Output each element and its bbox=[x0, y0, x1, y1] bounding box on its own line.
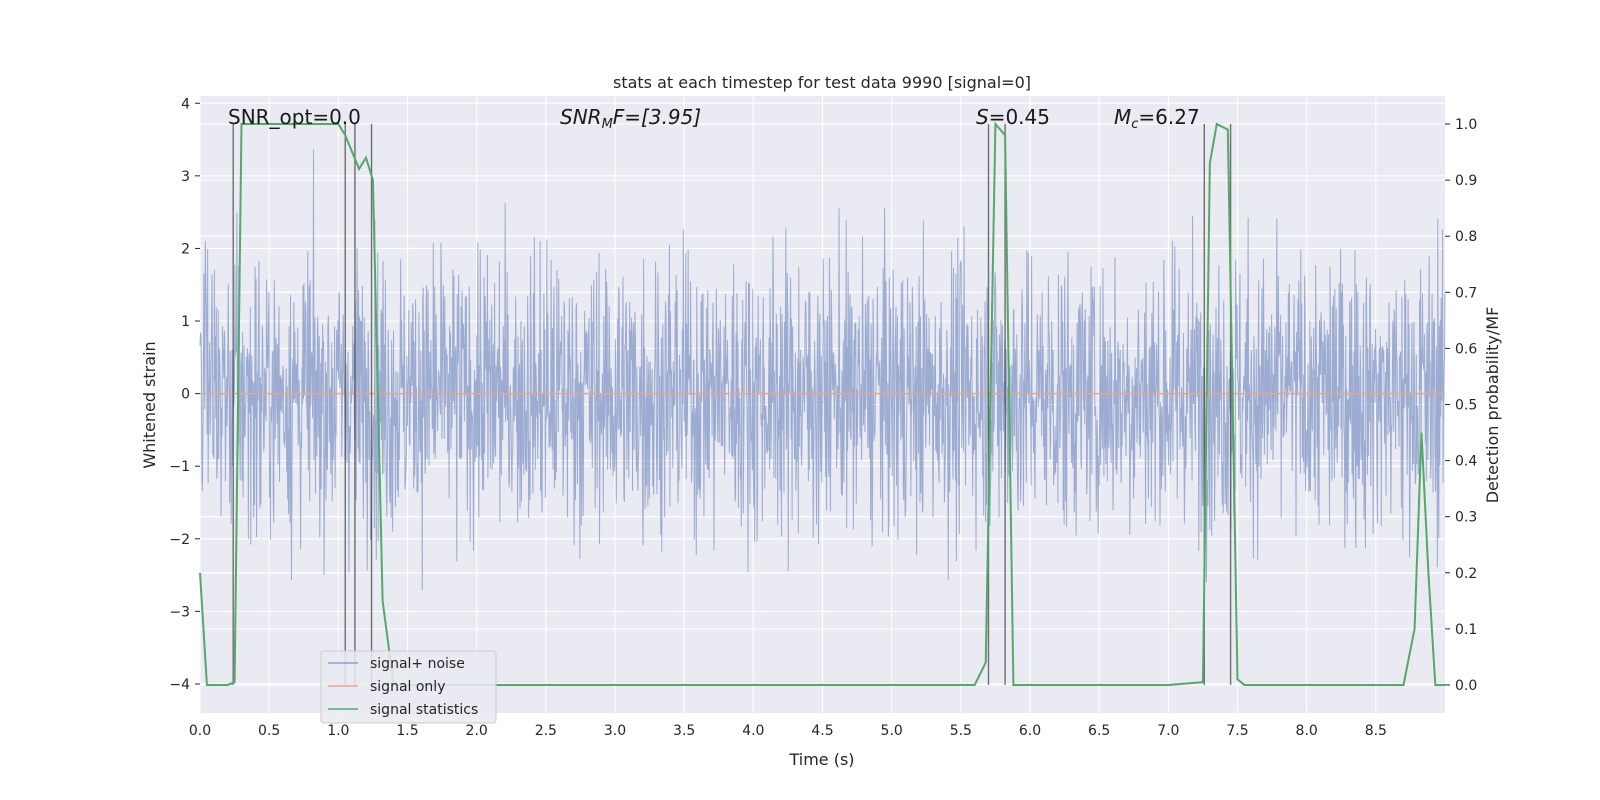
x-tick-label: 3.5 bbox=[673, 723, 695, 739]
signal-statistics-line bbox=[199, 121, 1445, 686]
x-tick-label: 0.5 bbox=[258, 723, 280, 739]
annotation-mc-tail: =6.27 bbox=[1138, 105, 1199, 129]
x-tick-label: 2.0 bbox=[466, 723, 488, 739]
signal-plus-noise-line bbox=[199, 149, 1446, 591]
x-axis-label: Time (s) bbox=[788, 750, 854, 769]
y-tick-label-left: 2 bbox=[181, 241, 190, 257]
x-tick-label: 6.5 bbox=[1088, 723, 1110, 739]
y-tick-label-right: 0.3 bbox=[1455, 510, 1477, 526]
x-tick-label: 8.0 bbox=[1296, 723, 1318, 739]
y-tick-label-right: 0.9 bbox=[1455, 173, 1477, 189]
y-tick-label-right: 0.4 bbox=[1455, 454, 1477, 470]
annotation-snr-mf-tail: F=[3.95] bbox=[613, 105, 701, 129]
y-tick-label-right: 0.5 bbox=[1455, 398, 1477, 414]
y-tick-label-left: 0 bbox=[181, 387, 190, 403]
legend-box bbox=[320, 650, 497, 724]
annotation-mc: Mc=6.27 bbox=[1114, 105, 1200, 132]
x-tick-label: 5.0 bbox=[881, 723, 903, 739]
y-tick-label-right: 0.7 bbox=[1455, 285, 1477, 301]
y-tick-label-left: 1 bbox=[181, 314, 190, 330]
series-signal-statistics bbox=[199, 121, 1445, 686]
y-axis-label-right: Detection probability/MF bbox=[1483, 307, 1502, 504]
axis-ticks: 0.0 0.5 1.0 1.5 2.0 2.5 3.0 3.5 4.0 4.5 5.0 5.5 6.0 6… bbox=[169, 96, 1477, 739]
y-tick-label-left: −4 bbox=[169, 677, 190, 693]
y-tick-label-right: 0.1 bbox=[1455, 622, 1477, 638]
y-tick-label-right: 0.2 bbox=[1455, 566, 1477, 582]
legend-label-signal-statistics: signal statistics bbox=[370, 702, 478, 718]
annotation-mc-main: M bbox=[1114, 105, 1131, 129]
y-tick-label-left: 4 bbox=[181, 96, 190, 112]
x-tick-label: 0.0 bbox=[189, 723, 211, 739]
chart-title: stats at each timestep for test data 999… bbox=[613, 73, 1031, 92]
legend: signal+ noise signal only signal statist… bbox=[320, 650, 497, 724]
x-tick-label: 7.5 bbox=[1226, 723, 1248, 739]
y-tick-label-right: 0.6 bbox=[1455, 341, 1477, 357]
annotation-s-main: S bbox=[976, 105, 989, 129]
legend-label-signal-only: signal only bbox=[370, 679, 445, 695]
x-tick-label: 1.5 bbox=[396, 723, 418, 739]
annotation-snr-mf-sub: M bbox=[602, 117, 613, 132]
annotation-s: S=0.45 bbox=[976, 105, 1050, 129]
x-tick-label: 4.5 bbox=[811, 723, 833, 739]
annotation-snr-mf-main: SNR bbox=[560, 105, 602, 129]
annotation-snr-opt: SNR_opt=0.0 bbox=[228, 105, 361, 129]
y-axis-label-left: Whitened strain bbox=[140, 341, 159, 468]
x-tick-label: 5.5 bbox=[950, 723, 972, 739]
legend-label-signal-plus-noise: signal+ noise bbox=[370, 656, 465, 672]
annotation-mc-sub: c bbox=[1131, 117, 1138, 132]
y-tick-label-left: −1 bbox=[169, 459, 190, 475]
y-tick-label-left: −3 bbox=[169, 604, 190, 620]
annotation-snr-mf: SNRMF=[3.95] bbox=[560, 105, 701, 132]
x-tick-label: 8.5 bbox=[1365, 723, 1387, 739]
x-tick-label: 7.0 bbox=[1157, 723, 1179, 739]
x-tick-label: 4.0 bbox=[742, 723, 764, 739]
series-signal-plus-noise bbox=[199, 149, 1446, 591]
y-tick-label-left: −2 bbox=[169, 532, 190, 548]
vertical-markers bbox=[232, 124, 1232, 685]
x-tick-label: 6.0 bbox=[1019, 723, 1041, 739]
y-tick-label-right: 0.8 bbox=[1455, 229, 1477, 245]
y-tick-label-left: 3 bbox=[181, 169, 190, 185]
x-tick-label: 1.0 bbox=[327, 723, 349, 739]
annotation-s-tail: =0.45 bbox=[989, 105, 1050, 129]
y-tick-label-right: 0.0 bbox=[1455, 678, 1477, 694]
x-tick-label: 2.5 bbox=[535, 723, 557, 739]
x-tick-label: 3.0 bbox=[604, 723, 626, 739]
y-tick-label-right: 1.0 bbox=[1455, 117, 1477, 133]
